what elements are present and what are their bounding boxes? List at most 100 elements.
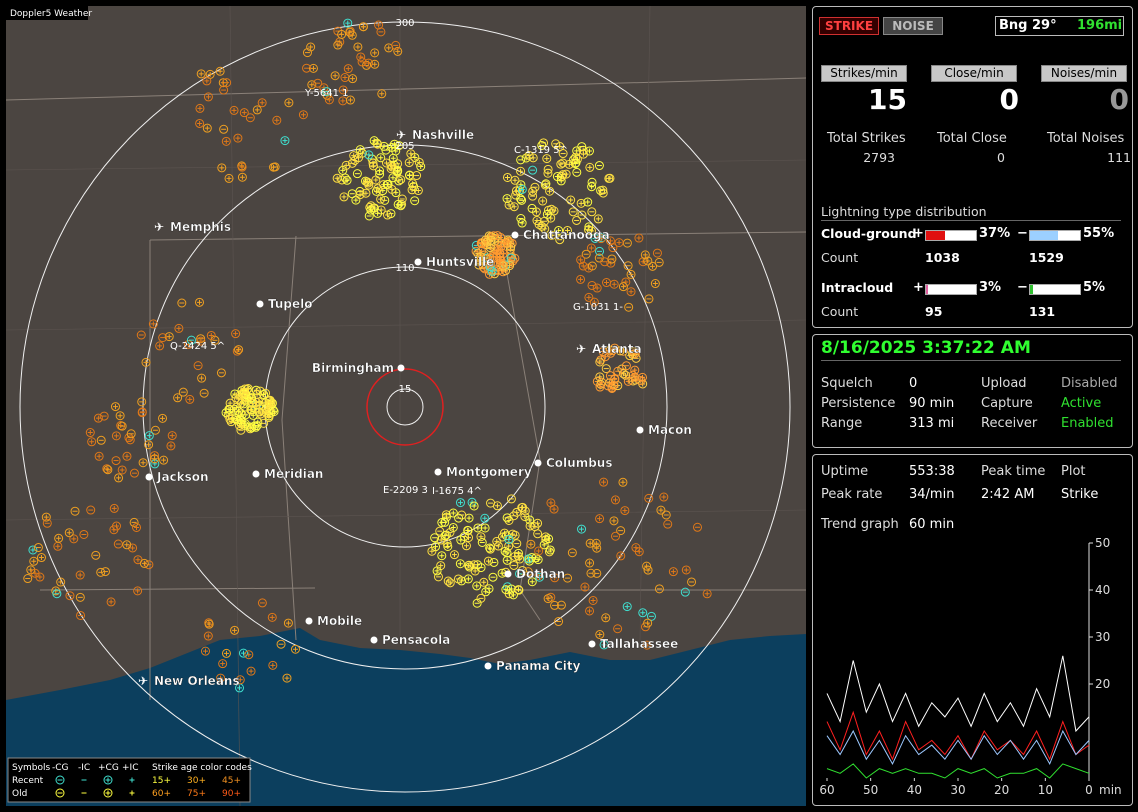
strike-sign [620, 284, 626, 290]
strike-symbol [608, 243, 618, 253]
strike-symbol [64, 528, 74, 538]
strike-sign [376, 22, 382, 28]
strike-circle [543, 594, 553, 604]
strike-circle [623, 261, 633, 271]
strike-sign [108, 599, 114, 605]
strike-circle [158, 333, 168, 343]
strike-sign [124, 542, 130, 548]
strike-symbol [376, 153, 386, 163]
strike-symbol [634, 547, 644, 557]
title-tab [6, 6, 88, 20]
strike-circle [448, 522, 458, 532]
strike-circle [504, 534, 514, 544]
strike-circle [436, 535, 446, 545]
strike-sign [71, 536, 77, 542]
strike-circle [488, 572, 498, 582]
strike-symbol [122, 451, 132, 461]
setting-value: Enabled [1061, 416, 1114, 431]
strike-symbol [203, 631, 213, 641]
setting-label: Squelch [821, 376, 873, 391]
strike-symbol [630, 348, 640, 358]
strike-sign [175, 395, 181, 401]
strike-sign [541, 542, 547, 548]
strike-circle [432, 566, 442, 576]
strike-symbol [453, 574, 463, 584]
strike-circle [368, 161, 378, 171]
strike-circle [498, 260, 508, 270]
rate-value: 0 [1109, 83, 1129, 116]
city-label: Mobile [317, 614, 362, 628]
strike-symbol [370, 48, 380, 58]
strike-circle [640, 250, 650, 260]
percent-bar [926, 285, 928, 294]
strike-sign [658, 507, 664, 513]
strike-circle [433, 572, 443, 582]
strike-sign [624, 604, 630, 610]
strike-symbol [576, 274, 586, 284]
strike-sign [58, 579, 64, 585]
legend-symbol [55, 788, 65, 798]
strike-circle [595, 372, 605, 382]
strike-circle [70, 506, 80, 516]
strike-sign [340, 167, 346, 173]
range-label: 15 [399, 384, 412, 395]
strike-circle [614, 238, 624, 248]
strike-symbol [412, 171, 422, 181]
strike-circle [391, 40, 401, 50]
strike-sign [360, 24, 366, 30]
strike-circle [41, 512, 51, 522]
plot-label: Plot [1061, 464, 1086, 479]
strike-circle [246, 666, 256, 676]
strike-symbol [610, 495, 620, 505]
strike-symbol [257, 98, 267, 108]
strike-sign [375, 210, 381, 216]
strike-symbol [626, 269, 636, 279]
strike-circle [96, 567, 106, 577]
airport-icon: ✈ [138, 674, 148, 688]
strike-symbol [476, 563, 486, 573]
strike-circle [412, 171, 422, 181]
strike-circle [430, 533, 440, 543]
strike-symbol [341, 160, 351, 170]
strike-symbol [221, 136, 231, 146]
strike-symbol [595, 372, 605, 382]
strike-symbol [558, 149, 568, 159]
strike-sign [444, 541, 450, 547]
strike-circle [352, 169, 362, 179]
strike-sign [638, 378, 644, 384]
strike-symbol [634, 233, 644, 243]
strike-sign [105, 467, 111, 473]
strike-button[interactable]: STRIKE [819, 17, 879, 35]
strike-circle [584, 292, 594, 302]
strike-circle [541, 179, 551, 189]
strike-sign [544, 156, 550, 162]
noise-button[interactable]: NOISE [883, 17, 943, 35]
strike-symbol [454, 513, 464, 523]
strike-symbol [217, 163, 227, 173]
strike-circle [517, 565, 527, 575]
strike-circle [284, 98, 294, 108]
strike-sign [335, 42, 341, 48]
strike-circle [348, 74, 358, 84]
strike-sign [494, 503, 500, 509]
total-label: Total Noises [1047, 131, 1125, 146]
strike-circle [566, 195, 576, 205]
strike-circle [410, 196, 420, 206]
strike-circle [550, 573, 560, 583]
strike-circle [234, 394, 244, 404]
strike-circle [283, 618, 293, 628]
strike-symbol [96, 435, 106, 445]
legend-age: 15+ [152, 776, 171, 786]
strike-circle [322, 87, 332, 97]
rate-label: Noises/min [1041, 65, 1127, 82]
city-dot [305, 617, 313, 625]
strike-symbol [195, 118, 205, 128]
strike-sign [239, 164, 245, 170]
strike-sign [385, 212, 391, 218]
strike-sign [439, 553, 445, 559]
strike-circle [525, 515, 535, 525]
strike-symbol [290, 644, 300, 654]
strike-circle [247, 393, 257, 403]
strike-circle [555, 235, 565, 245]
strike-circle [480, 523, 490, 533]
